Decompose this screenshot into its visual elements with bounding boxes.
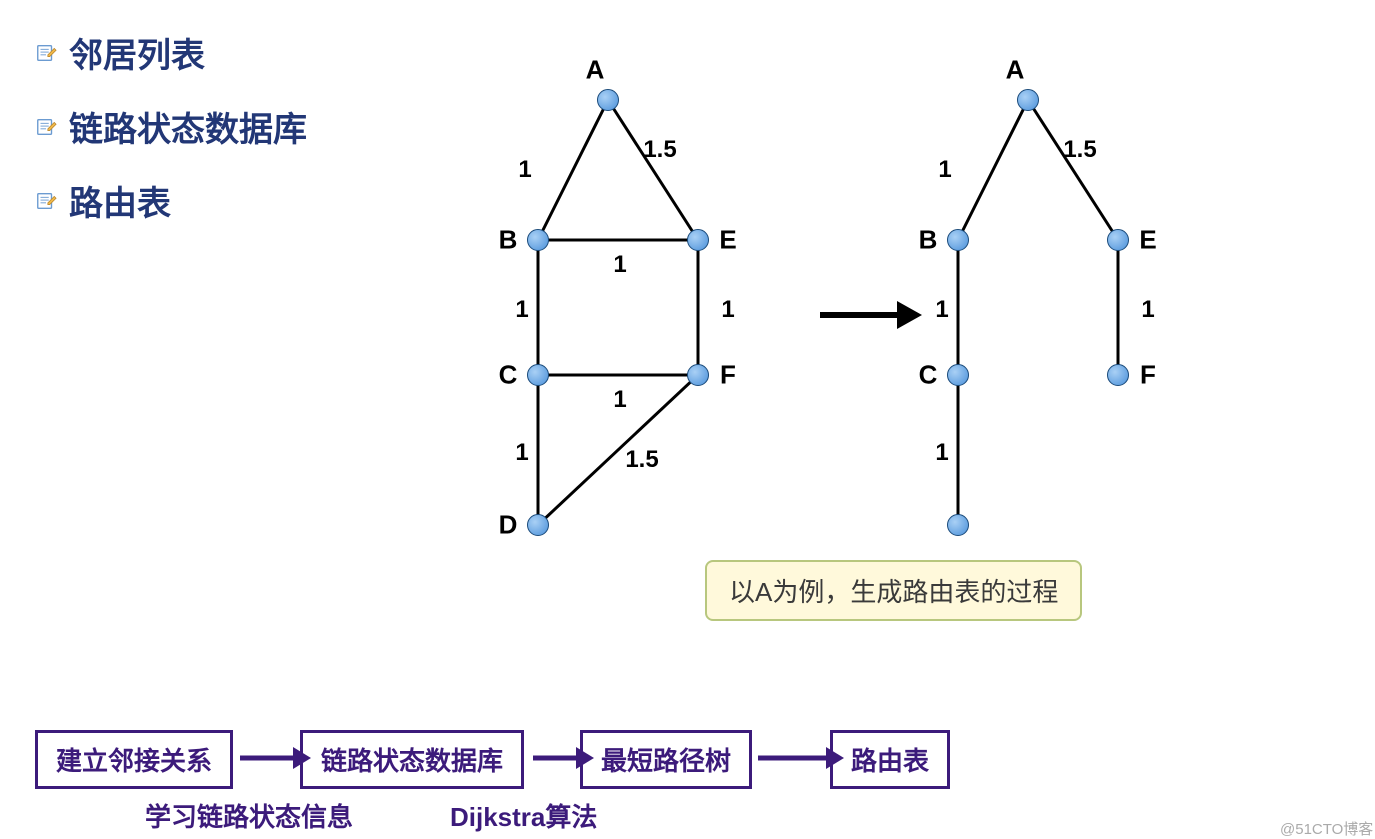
graph-edge-label: 1: [721, 296, 734, 324]
graph-node-label: E: [1139, 225, 1156, 256]
flow-arrow-icon: [240, 744, 313, 777]
graph-node-label: B: [919, 225, 938, 256]
graph-edge: [538, 100, 608, 240]
graph-edge-label: 1: [515, 439, 528, 467]
graph-edge-label: 1: [515, 296, 528, 324]
graph-node-label: F: [720, 360, 736, 391]
graph-node: [527, 514, 549, 536]
flow-box: 路由表: [830, 730, 950, 789]
graph-node-label: F: [1140, 360, 1156, 391]
graph-node: [947, 229, 969, 251]
watermark-text: @51CTO博客: [1280, 821, 1373, 838]
caption-text: 以A为例，生成路由表的过程: [729, 577, 1058, 607]
graph-node-label: D: [499, 510, 518, 541]
flow-box: 最短路径树: [580, 730, 752, 789]
graph-node: [1107, 229, 1129, 251]
graph-node-label: C: [499, 360, 518, 391]
bullet-item-lsdb: 链路状态数据库: [35, 102, 307, 151]
graph-edge-label: 1: [518, 156, 531, 184]
graph-edge-label: 1.5: [643, 136, 676, 164]
graph-edge-label: 1: [935, 439, 948, 467]
graph-node: [687, 229, 709, 251]
graph-node-label: C: [919, 360, 938, 391]
graph-edge: [958, 100, 1028, 240]
graph-node: [1017, 89, 1039, 111]
flow-sublabel: Dijkstra算法: [450, 797, 597, 834]
graph-node: [527, 229, 549, 251]
bullet-label: 路由表: [69, 176, 171, 225]
bullet-item-routing: 路由表: [35, 176, 307, 225]
flow-sublabel: 学习链路状态信息: [145, 797, 353, 834]
graph-edge: [1028, 100, 1118, 240]
graph-node: [527, 364, 549, 386]
graph-node-label: A: [586, 55, 605, 86]
graph-node-label: B: [499, 225, 518, 256]
bullet-label: 邻居列表: [69, 28, 205, 77]
flow-arrow-icon: [533, 744, 596, 777]
graph-node: [687, 364, 709, 386]
bullet-item-neighbors: 邻居列表: [35, 28, 307, 77]
note-icon: [35, 42, 57, 64]
note-icon: [35, 116, 57, 138]
graph-node-label: E: [719, 225, 736, 256]
graph-edge-label: 1: [1141, 296, 1154, 324]
flow-arrow-icon: [758, 744, 846, 777]
bullet-list: 邻居列表 链路状态数据库 路由表: [35, 28, 307, 250]
caption-box: 以A为例，生成路由表的过程: [705, 560, 1082, 621]
graph-edge-label: 1: [935, 296, 948, 324]
graph-node: [1107, 364, 1129, 386]
graph-edge-label: 1.5: [625, 446, 658, 474]
graph-edge-label: 1: [613, 251, 626, 279]
graph-edge-label: 1.5: [1063, 136, 1096, 164]
flow-box: 建立邻接关系: [35, 730, 233, 789]
graph-right: A B C E F 1 1.5 1 1 1: [900, 55, 1230, 555]
watermark: @51CTO博客: [1280, 818, 1373, 839]
graph-node-label: A: [1006, 55, 1025, 86]
graph-edge: [608, 100, 698, 240]
flow-box: 链路状态数据库: [300, 730, 524, 789]
graph-node: [597, 89, 619, 111]
bullet-label: 链路状态数据库: [69, 102, 307, 151]
graph-edge-label: 1: [938, 156, 951, 184]
graph-left: A B C D E F 1 1.5 1 1 1 1 1 1.5: [480, 55, 810, 555]
graph-edge-label: 1: [613, 386, 626, 414]
graph-node: [947, 364, 969, 386]
graph-node: [947, 514, 969, 536]
note-icon: [35, 190, 57, 212]
